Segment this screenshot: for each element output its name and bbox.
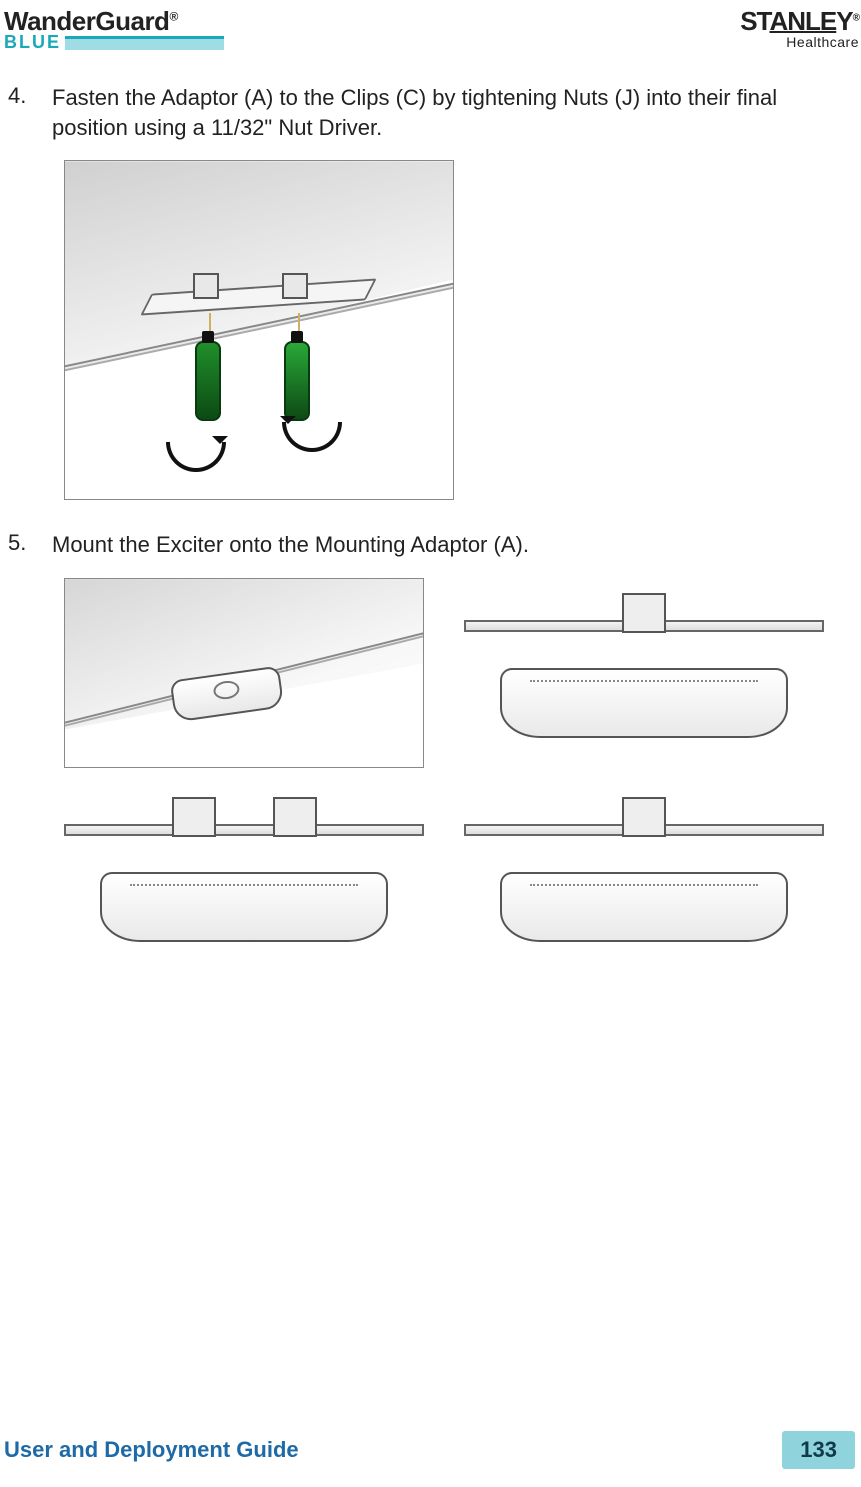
stanley-logo: STANLEY® Healthcare: [740, 8, 861, 50]
wanderguard-logo: WanderGuard® BLUE: [4, 8, 224, 53]
figure-mounting-grid: [64, 578, 824, 972]
page-header: WanderGuard® BLUE STANLEY® Healthcare: [0, 0, 861, 53]
registered-mark: ®: [853, 12, 859, 23]
exciter-icon: [500, 872, 788, 942]
clip-icon: [273, 797, 317, 837]
instruction-step: 5. Mount the Exciter onto the Mounting A…: [8, 530, 853, 560]
page-footer: User and Deployment Guide 133: [0, 1431, 861, 1469]
clip-icon: [622, 593, 666, 633]
clip-icon: [282, 273, 308, 299]
rotation-arrow-icon: [282, 422, 342, 452]
rotation-arrow-icon: [166, 442, 226, 472]
step-text: Mount the Exciter onto the Mounting Adap…: [52, 530, 529, 560]
nut-driver-icon: [284, 341, 310, 421]
logo-subtext: Healthcare: [740, 34, 859, 50]
clip-icon: [622, 797, 666, 837]
t-bar-rail: [64, 824, 424, 836]
step-number: 5.: [8, 530, 52, 560]
page-content: 4. Fasten the Adaptor (A) to the Clips (…: [0, 53, 861, 972]
logo-bar: [65, 36, 224, 50]
page-number-badge: 133: [782, 1431, 855, 1469]
footer-title: User and Deployment Guide: [4, 1437, 299, 1463]
registered-mark: ®: [169, 9, 177, 23]
clip-icon: [172, 797, 216, 837]
exciter-icon: [100, 872, 388, 942]
figure-panel: [64, 578, 424, 768]
ceiling-surface: [65, 161, 453, 499]
figure-panel: [464, 782, 824, 972]
nut-driver-icon: [195, 341, 221, 421]
exciter-icon: [500, 668, 788, 738]
figure-panel: [64, 782, 424, 972]
logo-subtext: BLUE: [4, 32, 61, 53]
figure-panel: [464, 578, 824, 768]
step-number: 4.: [8, 83, 52, 142]
instruction-step: 4. Fasten the Adaptor (A) to the Clips (…: [8, 83, 853, 142]
clip-icon: [193, 273, 219, 299]
step-text: Fasten the Adaptor (A) to the Clips (C) …: [52, 83, 853, 142]
figure-nut-driver: [64, 160, 454, 500]
